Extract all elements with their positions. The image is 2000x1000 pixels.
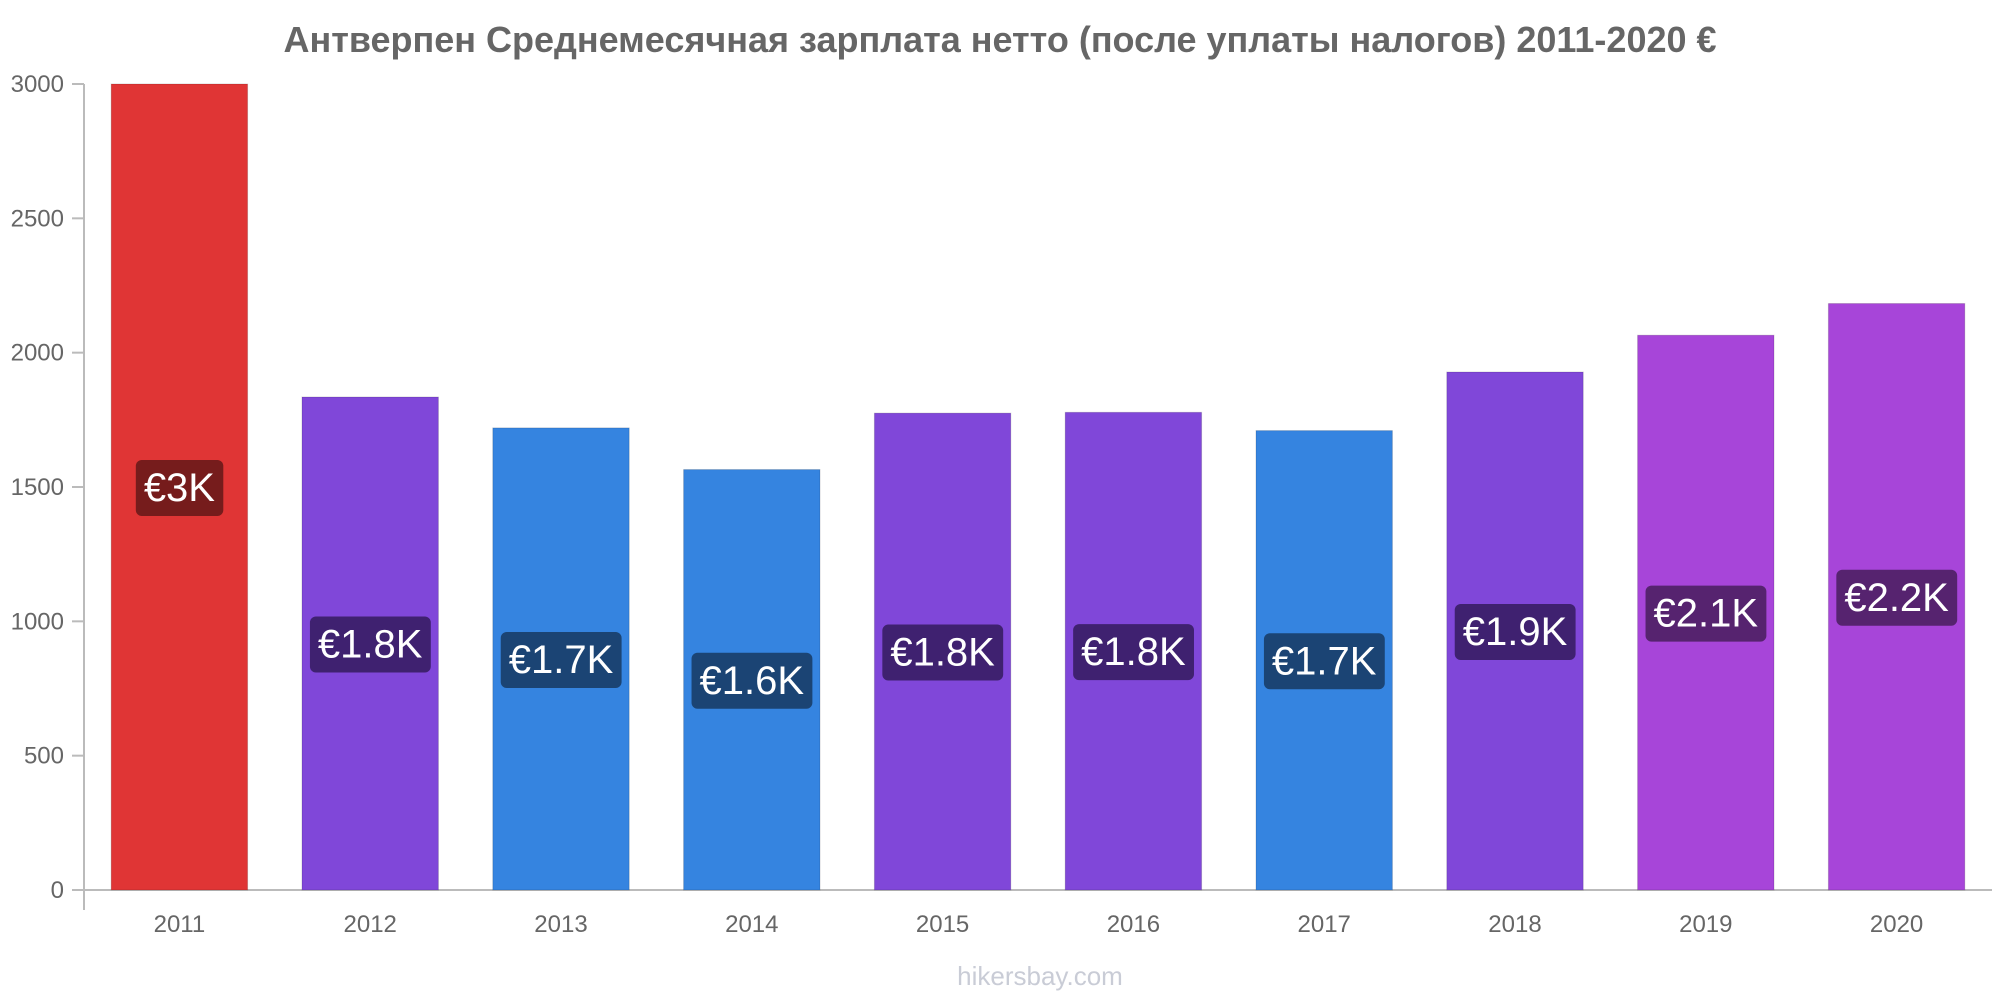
data-label-2014: €1.6K — [691, 652, 813, 709]
data-label-bg — [882, 624, 1004, 681]
data-label-text: €2.2K — [1844, 576, 1949, 620]
data-label-2011: €3K — [135, 460, 224, 516]
data-label-bg — [500, 631, 622, 688]
x-tick-label: 2017 — [1298, 911, 1351, 938]
x-tick-label: 2011 — [154, 911, 206, 938]
data-label-bg — [1263, 633, 1385, 690]
y-tick-label: 0 — [51, 877, 64, 904]
bars-group — [110, 83, 1966, 891]
data-label-bg — [1454, 604, 1576, 661]
x-tick-label: 2012 — [344, 911, 397, 938]
data-label-bg — [1645, 585, 1767, 642]
data-label-bg — [691, 652, 813, 709]
data-label-2013: €1.7K — [500, 631, 622, 688]
chart-title: Антверпен Среднемесячная зарплата нетто … — [283, 19, 1716, 60]
y-tick-label: 2000 — [11, 340, 64, 367]
data-label-bg — [1836, 569, 1958, 626]
data-label-text: €1.7K — [1272, 639, 1377, 683]
data-label-text: €1.9K — [1463, 610, 1568, 654]
data-label-text: €1.8K — [318, 622, 423, 666]
data-label-text: €1.8K — [890, 631, 995, 675]
x-tick-label: 2016 — [1107, 911, 1160, 938]
data-label-text: €1.6K — [700, 659, 805, 703]
data-label-text: €3K — [144, 466, 215, 510]
data-label-bg — [309, 616, 431, 673]
x-tick-label: 2013 — [534, 911, 587, 938]
data-label-text: €1.8K — [1081, 630, 1186, 674]
y-tick-label: 500 — [24, 743, 64, 770]
x-tick-label: 2018 — [1488, 911, 1541, 938]
data-label-2016: €1.8K — [1073, 624, 1194, 681]
x-axis: 2011 2012 2013 2014 2015 2016 2017 2018 2019 2020 — [84, 889, 1992, 938]
y-tick-label: 3000 — [11, 71, 64, 98]
data-label-text: €1.7K — [509, 638, 614, 682]
bar-2011 — [110, 83, 249, 891]
data-labels-group: €3K €1.8K €1.7K €1.6K €1.8K €1.8K €1.7K €1.9K €2… — [135, 460, 1958, 709]
x-tick-label: 2020 — [1870, 911, 1923, 938]
x-tick-label: 2015 — [916, 911, 969, 938]
x-tick-label: 2019 — [1679, 911, 1732, 938]
y-tick-label: 2500 — [11, 205, 64, 232]
data-label-2019: €2.1K — [1645, 585, 1767, 642]
y-axis: 0 500 1000 1500 2000 2500 3000 — [11, 71, 85, 910]
data-label-bg — [1073, 624, 1194, 681]
y-tick-label: 1500 — [11, 474, 64, 501]
watermark-text: hikersbay.com — [957, 961, 1123, 991]
data-label-text: €2.1K — [1654, 592, 1759, 636]
x-tick-label: 2014 — [725, 911, 778, 938]
data-label-2018: €1.9K — [1454, 604, 1576, 661]
data-label-bg — [135, 460, 224, 516]
data-label-2015: €1.8K — [882, 624, 1004, 681]
y-tick-label: 1000 — [11, 608, 64, 635]
data-label-2012: €1.8K — [309, 616, 431, 673]
data-label-2020: €2.2K — [1836, 569, 1958, 626]
data-label-2017: €1.7K — [1263, 633, 1385, 690]
